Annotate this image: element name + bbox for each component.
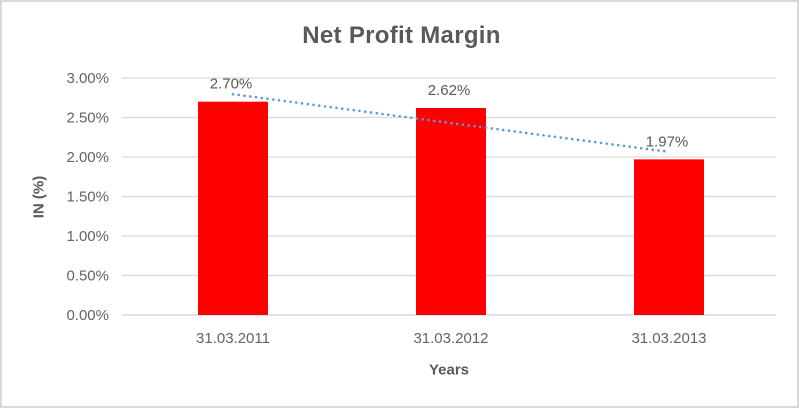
y-tick-label: 1.50% [66, 189, 109, 206]
bar [198, 101, 268, 315]
x-category-label: 31.03.2011 [196, 330, 270, 347]
bar [634, 159, 704, 315]
chart-title: Net Profit Margin [302, 22, 501, 49]
data-label: 2.70% [210, 76, 253, 93]
y-tick-label: 2.00% [66, 149, 109, 166]
x-axis-title: Years [428, 361, 470, 379]
data-label: 1.97% [646, 133, 689, 150]
y-tick-label: 1.00% [66, 228, 109, 245]
y-tick-label: 0.50% [66, 268, 109, 285]
x-category-label: 31.03.2012 [413, 330, 488, 347]
x-category-label: 31.03.2013 [631, 330, 706, 347]
y-tick-label: 3.00% [66, 70, 109, 87]
bar [416, 108, 486, 316]
data-label: 2.62% [428, 82, 471, 99]
y-tick-label: 2.50% [66, 110, 109, 127]
trendline [231, 92, 671, 154]
y-tick-label: 0.00% [66, 307, 109, 324]
